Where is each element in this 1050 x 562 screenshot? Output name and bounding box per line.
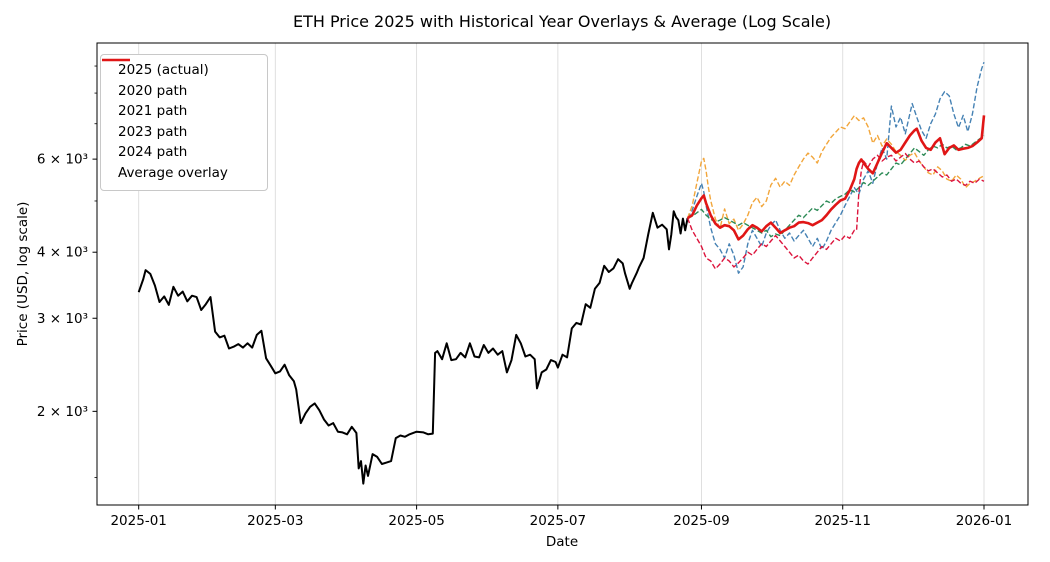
series-path-2024-path [686, 152, 985, 270]
x-tick-label: 2025-03 [247, 513, 303, 529]
x-tick-label: 2025-01 [110, 513, 166, 529]
legend-label-2023-path: 2023 path [118, 123, 188, 140]
legend-label-2020-path: 2020 path [118, 82, 188, 99]
legend-label-2024-path: 2024 path [118, 144, 188, 160]
y-tick-label: 3 × 10³ [37, 311, 88, 327]
chart-title: ETH Price 2025 with Historical Year Over… [293, 12, 831, 31]
legend-label-2025-actual: 2025 (actual) [118, 62, 209, 78]
plot-border [96, 42, 1029, 506]
legend-item-2020-path: 2020 path [102, 59, 257, 103]
x-tick-label: 2025-11 [815, 513, 871, 529]
series-path-2020-path [686, 61, 985, 274]
legend-item-2024-path: 2024 path [102, 59, 257, 164]
legend-label-average-overlay: Average overlay [118, 164, 228, 181]
x-tick-label: 2025-07 [530, 513, 586, 529]
legend: 2025 (actual) 2020 path 2021 path 2023 path… [100, 54, 268, 191]
y-tick-label: 4 × 10³ [37, 245, 88, 261]
x-tick-label: 2026-01 [956, 513, 1012, 529]
legend-item-2021-path: 2021 path [102, 59, 257, 123]
legend-label-2021-path: 2021 path [118, 103, 188, 119]
y-tick-label: 6 × 10³ [37, 152, 88, 168]
x-axis-label: Date [546, 534, 578, 550]
legend-item-average-overlay: Average overlay [102, 58, 257, 185]
series-path-2023-path [687, 134, 985, 238]
axes: 2025-01 2025-03 2025-05 2025-07 2025-09 2025-… [37, 42, 1029, 529]
legend-item-2025-actual: 2025 (actual) [102, 59, 257, 82]
legend-item-2023-path: 2023 path [102, 59, 257, 144]
x-tick-label: 2025-05 [388, 513, 444, 529]
series-path-average-overlay [686, 115, 986, 241]
series-lines [137, 61, 986, 485]
series-path-2025-actual [137, 210, 689, 485]
series-path-2021-path [686, 115, 985, 231]
y-axis-label: Price (USD, log scale) [15, 202, 31, 347]
x-tick-label: 2025-09 [673, 513, 729, 529]
y-tick-label: 2 × 10³ [37, 404, 88, 420]
